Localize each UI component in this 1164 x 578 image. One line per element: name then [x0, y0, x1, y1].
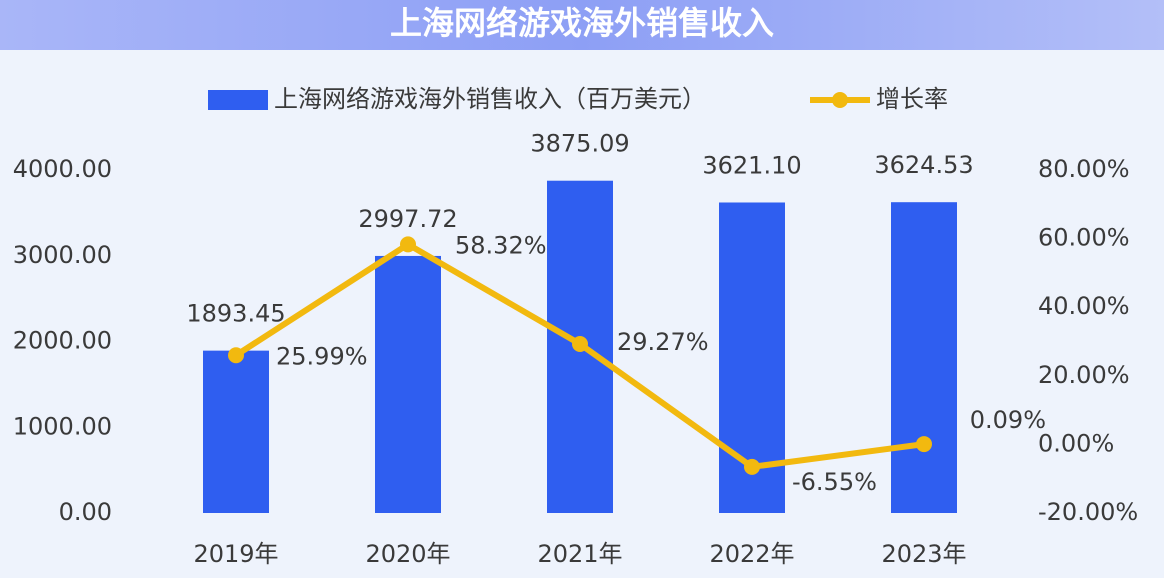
y-tick-label: 4000.00 — [13, 155, 112, 183]
y-tick-label: 3000.00 — [13, 241, 112, 269]
x-tick-label: 2022年 — [709, 540, 794, 568]
bar-value-label: 3875.09 — [530, 130, 629, 158]
line-value-label: 0.09% — [970, 406, 1046, 434]
line-point — [228, 347, 244, 364]
chart-title: 上海网络游戏海外销售收入 — [390, 4, 774, 42]
line-value-label: 25.99% — [276, 342, 368, 370]
legend-swatch — [832, 92, 848, 108]
bar-value-label: 3621.10 — [702, 151, 801, 179]
bar — [891, 202, 957, 514]
x-tick-label: 2021年 — [537, 540, 622, 568]
bar-value-label: 1893.45 — [186, 300, 285, 328]
line-point — [400, 236, 416, 253]
y2-tick-label: 80.00% — [1038, 155, 1130, 183]
line-point — [744, 458, 760, 475]
bar — [203, 350, 269, 513]
bar-value-label: 2997.72 — [358, 205, 457, 233]
bar — [375, 255, 441, 514]
title-banner — [0, 0, 1164, 50]
legend-swatch — [208, 90, 268, 110]
legend-label: 上海网络游戏海外销售收入（百万美元） — [274, 85, 706, 113]
line-point — [572, 336, 588, 353]
y-tick-label: 1000.00 — [13, 412, 112, 440]
y2-tick-label: 0.00% — [1038, 429, 1114, 457]
y2-tick-label: -20.00% — [1038, 498, 1138, 526]
line-value-label: 29.27% — [617, 328, 709, 356]
y2-tick-label: 60.00% — [1038, 224, 1130, 252]
x-tick-label: 2023年 — [881, 540, 966, 568]
line-value-label: -6.55% — [792, 468, 877, 496]
x-tick-label: 2020年 — [365, 540, 450, 568]
x-tick-label: 2019年 — [193, 540, 278, 568]
y2-tick-label: 40.00% — [1038, 292, 1130, 320]
line-point — [916, 436, 932, 453]
line-value-label: 58.32% — [455, 231, 547, 259]
y-tick-label: 0.00 — [59, 498, 112, 526]
y2-tick-label: 20.00% — [1038, 361, 1130, 389]
legend-label: 增长率 — [876, 85, 948, 113]
y-tick-label: 2000.00 — [13, 327, 112, 355]
bar-value-label: 3624.53 — [874, 151, 973, 179]
